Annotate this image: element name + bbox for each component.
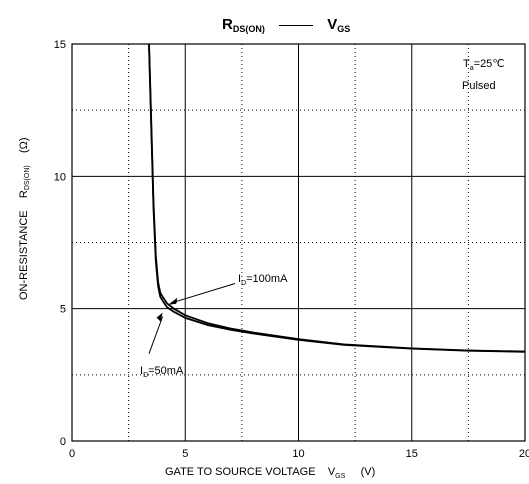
y-axis-label: ON-RESISTANCE RDS(ON) (Ω) [18, 137, 31, 300]
condition-temp: Ta=25℃ [463, 58, 505, 72]
y-tick-label: 15 [54, 39, 66, 51]
condition-pulsed: Pulsed [462, 80, 496, 92]
x-tick-label: 20 [519, 448, 529, 460]
y-tick-label: 0 [60, 436, 66, 448]
annotation-arrowhead-100ma [168, 297, 178, 305]
annotation-arrowhead-50ma [156, 312, 163, 322]
annotation-arrow-100ma [172, 283, 236, 304]
x-tick-label: 15 [406, 448, 418, 460]
x-tick-label: 0 [69, 448, 75, 460]
annotation-id-50ma: ID=50mA [140, 365, 184, 379]
plot-frame [71, 43, 526, 442]
y-tick-label: 5 [60, 304, 66, 316]
x-tick-label: 10 [292, 448, 304, 460]
annotation-id-100ma: ID=100mA [238, 273, 288, 287]
chart-title: RDS(ON) VGS [222, 16, 351, 34]
annotation-arrow-50ma [148, 316, 164, 354]
y-tick-label: 10 [54, 171, 66, 183]
x-tick-label: 5 [182, 448, 188, 460]
x-axis-label: GATE TO SOURCE VOLTAGE VGS (V) [165, 466, 376, 480]
series-line-id-50ma [148, 43, 526, 353]
